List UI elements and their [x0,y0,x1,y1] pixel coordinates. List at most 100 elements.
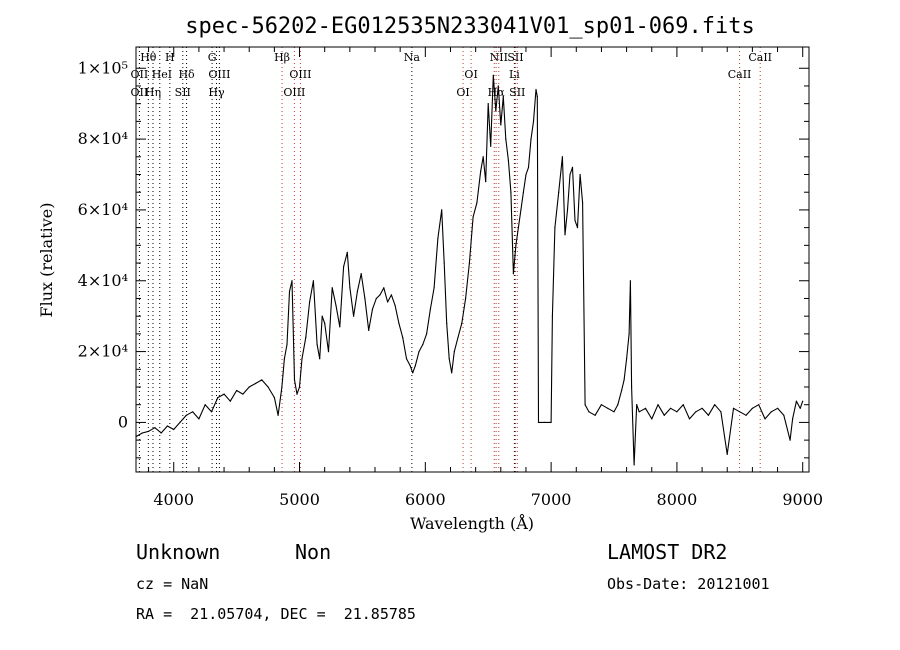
emission-line-label: I [168,68,172,81]
spectrum-point [394,304,396,307]
x-tick-label: 8000 [657,490,698,509]
spectrum-point [286,343,288,346]
spectrum-point [437,237,439,239]
spectrum-point [368,329,370,331]
spectrum-point [638,411,640,413]
spectrum-point [623,379,625,381]
spectrum-point [517,227,520,229]
emission-line-label: SII [175,86,191,99]
spectrum-point [564,234,566,236]
plot-frame [135,46,810,473]
x-tick-label: 7000 [531,490,572,509]
spectrum-point [633,464,635,466]
spectrum-point [451,372,453,374]
spectrum-point [448,358,450,360]
obs-date: Obs-Date: 20121001 [607,575,770,593]
emission-line-label: CaII [748,51,772,64]
spectrum-point [160,432,162,434]
spectrum-point [472,216,474,218]
spectrum-point [173,428,175,431]
spectrum-point [732,407,735,409]
spectrum-point [536,96,538,98]
spectrum-point [465,297,467,300]
spectrum-point [629,280,632,282]
spectrum-point [305,336,307,338]
spectrum-point [457,336,459,338]
spectrum-point [468,262,470,264]
spectrum-point [500,124,502,126]
spectrum-point [795,400,798,402]
spectrum-point [387,301,389,303]
spectrum-point [515,244,517,246]
spectrum-point [628,333,630,335]
spectrum-point [418,351,420,353]
spectrum-point [426,333,428,335]
emission-line-label: G [208,51,217,64]
emission-line-label: H [165,51,175,64]
spectrum-point [569,173,571,176]
spectrum-point [777,407,779,409]
spectrum-point [502,96,504,98]
spectrum-point [482,156,484,158]
spectrum-point [453,351,455,353]
spectrum-point [360,273,362,275]
emission-line-label: Hγ [208,86,225,99]
spectrum-point [148,430,150,432]
spectrum-point [550,421,552,423]
survey-name: LAMOST DR2 [607,540,728,564]
spectrum-point [319,358,321,360]
emission-line-label: OIII [208,68,230,81]
spectrum-point [574,219,576,222]
spectrum-point [422,343,424,346]
spectrum-point [261,379,263,381]
marker-lines-group [138,47,761,472]
spectrum-point [192,411,194,413]
coordinates: RA = 21.05704, DEC = 21.85785 [136,605,416,623]
spectrum-point [293,379,296,381]
y-tick-label: 0 [118,412,128,431]
emission-line-label: SII [509,86,525,99]
spectrum-point [443,262,445,264]
emission-line-label: OIII [283,86,305,99]
spectrum-point [298,386,301,388]
spectrum-point [236,389,238,392]
spectrum-point [316,343,318,346]
spectrum-point [617,404,619,406]
spectrum-point [312,280,314,282]
spectrum-point [676,411,678,413]
spectrum-point [223,393,225,395]
spectrum-point [551,315,554,317]
spectrum-point [651,418,653,420]
spectrum-point [758,404,760,406]
spectrum-point [242,393,244,395]
spectrum-point [670,407,672,409]
spectrum-point [487,103,489,105]
spectrum-point [802,400,804,402]
spectrum-point [588,411,590,413]
spectrum-point [682,404,684,406]
spectrum-point [663,414,665,416]
spectrum-point [644,407,647,409]
x-tick-label: 4000 [153,490,194,509]
spectrum-point [283,358,285,360]
spectrum-point [485,181,487,183]
spectrum-point [537,421,540,423]
emission-line-label: He [152,68,168,81]
emission-line-label: OII [131,86,149,99]
spectrum-point [277,414,279,416]
spectrum-point [356,290,358,292]
spectrum-point [751,407,754,409]
spectrum-point [229,400,231,402]
spectrum-point [600,404,603,406]
spectrum-point [576,227,579,229]
spectrum-point [324,322,326,324]
spectrum-point [695,411,697,413]
spectrum-point [349,287,351,289]
spectrum-point [433,287,435,289]
spectrum-point [720,411,722,413]
chart-title: spec-56202-EG012535N233041V01_sp01-069.f… [185,14,755,39]
spectrum-point [495,110,497,112]
emission-line-label: OI [464,68,477,81]
spectrum-point [490,145,492,147]
